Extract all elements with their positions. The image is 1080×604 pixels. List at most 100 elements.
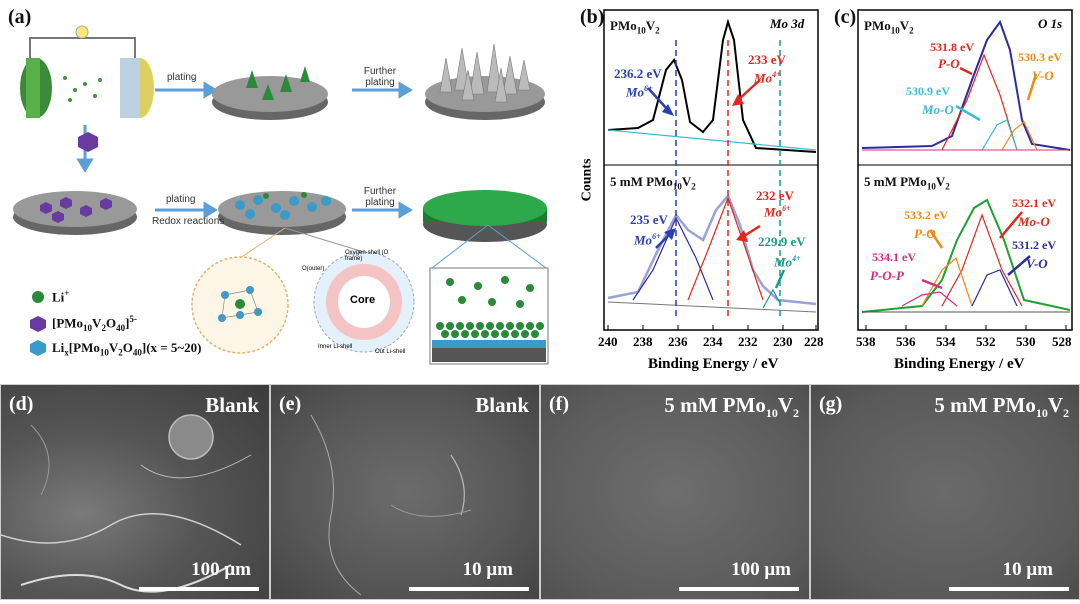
panel-a-schematic xyxy=(13,25,549,365)
sem-g-scale-bar xyxy=(949,587,1069,591)
annot-c-pop-bot: P-O-P xyxy=(870,268,904,283)
legend-li: Li+ xyxy=(52,288,70,305)
legend-pom: [PMo10V2O40]5- xyxy=(52,314,137,333)
panel-b-plot xyxy=(603,9,819,331)
sem-f-scale-bar xyxy=(679,587,799,591)
sem-texture-e xyxy=(310,414,472,596)
arrow-label-further-bottom: Further plating xyxy=(363,186,397,208)
sem-g-title: 5 mM PMo10V2 xyxy=(934,393,1069,421)
li-ion-icon xyxy=(32,291,44,303)
annot-c-5312: 531.2 eV xyxy=(1012,238,1056,252)
annot-c-po-top: P-O xyxy=(938,56,960,71)
panel-b-xtick: 232 xyxy=(738,334,758,349)
panel-a-label: (a) xyxy=(8,6,32,28)
zoom-label-out-li: Out Li-shell xyxy=(375,349,406,355)
zoom-circle-structure xyxy=(191,256,289,354)
zoom-circle-shells xyxy=(313,251,415,353)
zoom-label-core: Core xyxy=(350,294,376,306)
panel-c-label: (c) xyxy=(834,6,857,28)
disc-bottom-middle xyxy=(218,191,346,235)
annot-b-235: 235 eV xyxy=(630,212,668,227)
arrow-label-plating-bottom: plating xyxy=(166,194,196,205)
annot-b-mo6-top: Mo6+ xyxy=(626,84,653,100)
panel-c-xtick: 536 xyxy=(896,334,916,349)
annot-b-mo6-bot: Mo6+ xyxy=(634,232,661,248)
legend-li-pom: Lix[PMo10V2O40](x = 5~20) xyxy=(52,340,202,358)
disc-bottom-left xyxy=(13,191,137,235)
annot-b-2299: 229.9 eV xyxy=(758,234,806,249)
panel-b-xtick: 234 xyxy=(703,334,723,349)
sem-f-label: (f) xyxy=(549,393,569,415)
arrow-label-plating-top: plating xyxy=(167,72,197,83)
sem-f-title: 5 mM PMo10V2 xyxy=(664,393,799,421)
sem-d-title: Blank xyxy=(205,393,259,417)
zoom-box-layers xyxy=(429,224,549,365)
panel-c-xtick: 538 xyxy=(856,334,876,349)
panel-c: (c) PMo10V2 xyxy=(832,0,1080,380)
panel-b-bottom-sample: 5 mM PMo10V2 xyxy=(610,174,696,192)
annot-c-5303: 530.3 eV xyxy=(1018,50,1062,64)
panel-c-xlabel: Binding Energy / eV xyxy=(894,356,1025,372)
annot-c-5341: 534.1 eV xyxy=(872,250,916,264)
panel-b: (b) Counts PMo10V2 xyxy=(578,0,828,380)
panel-c-bottom-sample: 5 mM PMo10V2 xyxy=(864,174,950,192)
sem-f-scale-text: 100 μm xyxy=(731,559,791,580)
disc-top-right-dendrites xyxy=(425,43,545,120)
sem-panel-d: (d) Blank 100 μm xyxy=(0,384,270,600)
panel-b-xtick: 228 xyxy=(804,334,824,349)
annot-b-232: 232 eV xyxy=(756,188,794,203)
sem-e-title: Blank xyxy=(475,393,529,417)
panel-b-region: Mo 3d xyxy=(770,16,805,31)
panel-b-xtick: 236 xyxy=(668,334,688,349)
disc-top-left xyxy=(212,66,328,120)
arrow-label-redox: Redox reactions xyxy=(152,216,225,227)
panel-b-top-sample: PMo10V2 xyxy=(610,18,660,36)
sem-e-scale-text: 10 μm xyxy=(462,559,513,580)
zoom-label-o-outer: O(outer) xyxy=(302,266,325,272)
annot-c-moo-top: Mo-O xyxy=(922,102,954,117)
arrow-label-further-top: Further plating xyxy=(363,66,397,88)
electrolysis-cell-icon xyxy=(20,25,154,118)
panel-c-plot xyxy=(857,9,1073,331)
annot-c-5332: 533.2 eV xyxy=(904,208,948,222)
annot-c-5309: 530.9 eV xyxy=(906,84,950,98)
annot-c-moo-bot: Mo-O xyxy=(1018,214,1050,229)
panel-c-xtick: 532 xyxy=(976,334,996,349)
panel-c-xtick: 530 xyxy=(1016,334,1036,349)
disc-bottom-right-green xyxy=(423,190,547,242)
annot-b-2362: 236.2 eV xyxy=(614,66,662,81)
li-pom-icon xyxy=(30,340,46,356)
panel-a: (a) xyxy=(0,0,575,380)
panel-c-region: O 1s xyxy=(1038,16,1063,31)
panel-b-xtick: 240 xyxy=(598,334,618,349)
annot-c-5318: 531.8 eV xyxy=(930,40,974,54)
annot-c-po-bot: P-O xyxy=(914,226,936,241)
annot-c-vo-bot: V-O xyxy=(1026,256,1048,271)
annot-b-mo4-top: Mo4+ xyxy=(754,70,781,86)
panel-c-top-sample: PMo10V2 xyxy=(864,18,914,36)
panel-c-xtick: 528 xyxy=(1052,334,1072,349)
polyoxometalate-icon xyxy=(78,132,98,152)
zoom-label-inner-li: Inner Li-shell xyxy=(318,344,353,350)
panel-b-xlabel: Binding Energy / eV xyxy=(648,356,779,372)
sem-panel-g: (g) 5 mM PMo10V2 10 μm xyxy=(810,384,1080,600)
panel-c-xtick: 534 xyxy=(936,334,956,349)
annot-b-233: 233 eV xyxy=(748,52,786,67)
sem-d-label: (d) xyxy=(9,393,34,415)
panel-b-label: (b) xyxy=(580,6,605,28)
annot-c-5321: 532.1 eV xyxy=(1012,196,1056,210)
sem-g-scale-text: 10 μm xyxy=(1002,559,1053,580)
zoom-label-oxygen-shell: Oxygen-shell (O frame) xyxy=(345,250,389,262)
sem-d-scale-bar xyxy=(139,587,259,591)
pom-anion-icon xyxy=(30,316,46,332)
annot-b-mo4-bot: Mo4+ xyxy=(774,254,801,270)
sem-g-label: (g) xyxy=(819,393,843,415)
sem-d-scale-text: 100 μm xyxy=(191,559,251,580)
panel-b-xtick: 238 xyxy=(633,334,653,349)
sem-panel-f: (f) 5 mM PMo10V2 100 μm xyxy=(540,384,810,600)
sem-panel-e: (e) Blank 10 μm xyxy=(270,384,540,600)
panel-b-xtick: 230 xyxy=(773,334,793,349)
sem-e-label: (e) xyxy=(279,393,302,415)
sem-texture-d xyxy=(1,414,252,593)
annot-c-vo-top: V-O xyxy=(1032,68,1054,83)
